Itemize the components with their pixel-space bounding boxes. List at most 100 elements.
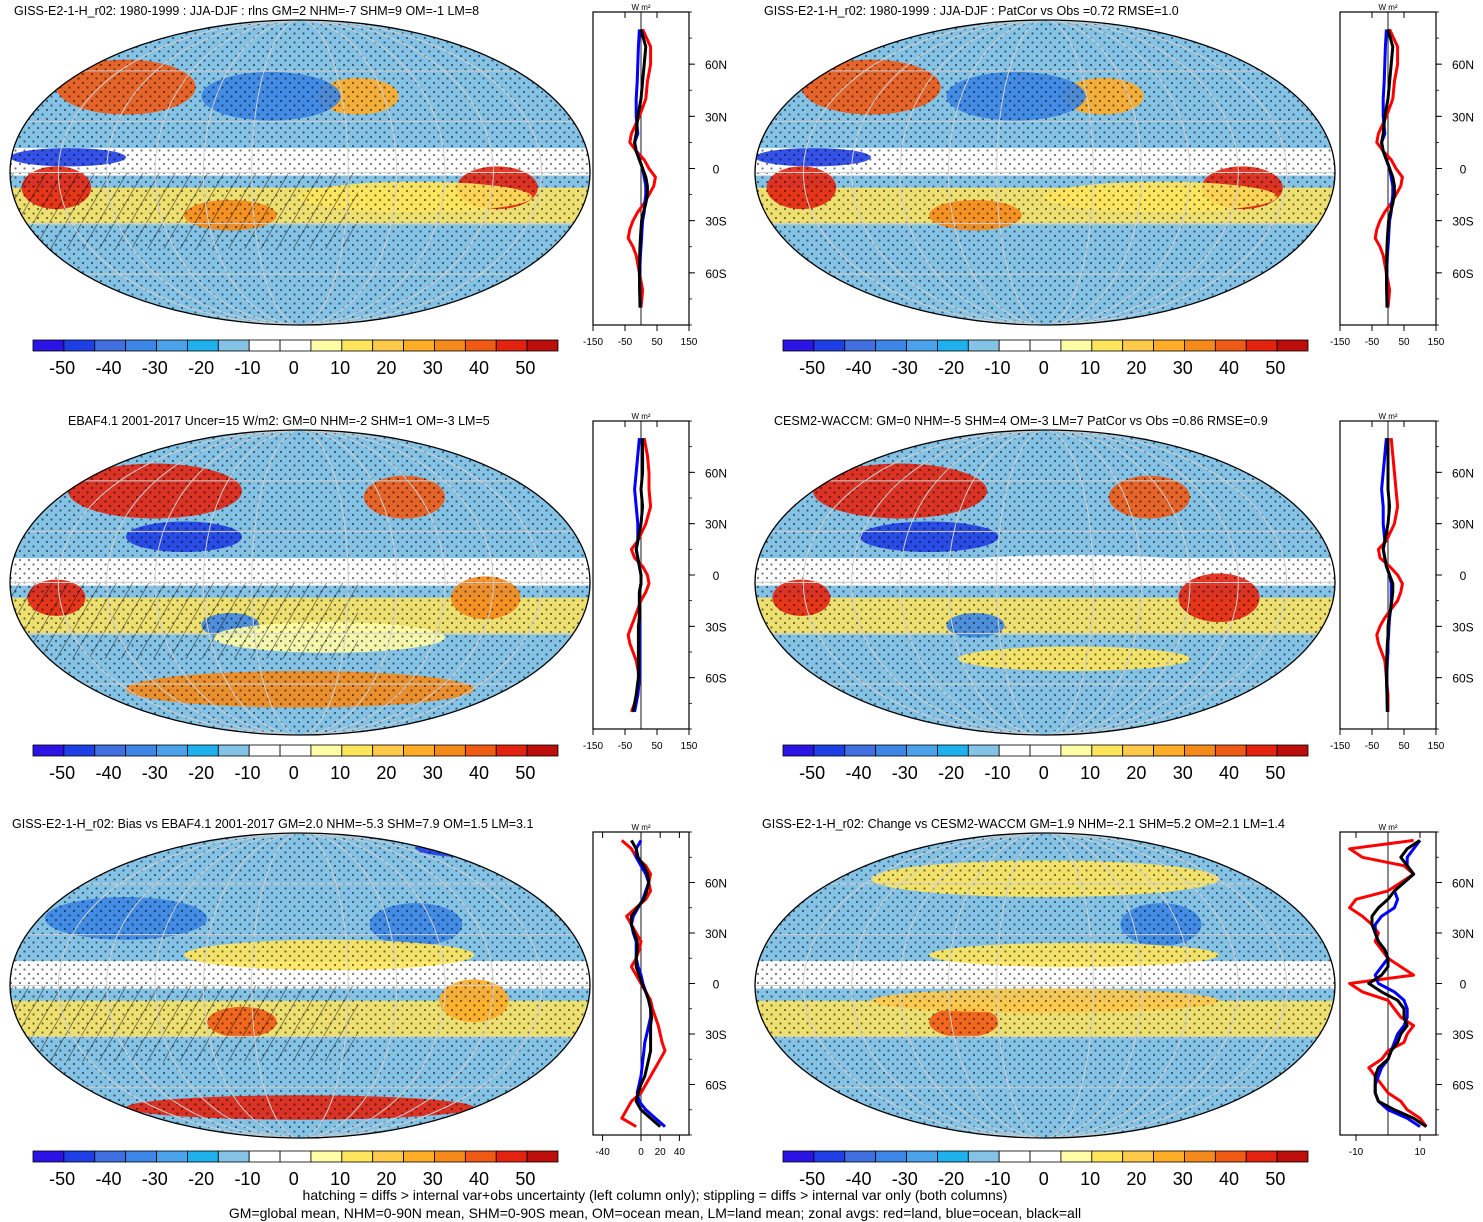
chart-panel-2: GISS-E2-1-H_r02: 1980-1999 : JJA-DJF : P… — [754, 3, 1474, 378]
zonal-x-tick-label: -50 — [1365, 337, 1380, 348]
colorbar-swatch — [875, 744, 907, 757]
colorbar-swatch — [1276, 339, 1309, 352]
map-hatching — [10, 172, 358, 249]
colorbar-swatch — [813, 1150, 846, 1163]
colorbar-swatch — [1029, 1150, 1062, 1163]
colorbar-swatch — [495, 339, 528, 352]
colorbar-swatch — [998, 339, 1031, 352]
colorbar-tick-label: -10 — [984, 763, 1010, 783]
colorbar-swatch — [464, 744, 497, 757]
zonal-y-tick-label: 60S — [705, 1079, 726, 1093]
map-meridian-line — [106, 833, 494, 1138]
colorbar-swatch — [1091, 744, 1124, 757]
colorbar: -50 -40 -30 -20 -10 0 10 20 30 40 50 — [782, 1150, 1309, 1189]
colorbar: -50 -40 -30 -20 -10 0 10 20 30 40 50 — [782, 744, 1309, 783]
colorbar-swatch — [1184, 339, 1216, 352]
colorbar-swatch — [310, 744, 343, 757]
colorbar-tick-label: 10 — [1080, 1169, 1100, 1189]
chart-panel-1: GISS-E2-1-H_r02: 1980-1999 : JJA-DJF : r… — [9, 3, 727, 378]
zonal-y-tick-label: 30N — [705, 927, 727, 941]
zonal-y-tick-label: 0 — [713, 978, 720, 992]
colorbar-swatch — [967, 339, 1000, 352]
zonal-mean-plot: W m² 60N 30N 0 30S 60S -150 -50 50 150 — [1330, 3, 1474, 348]
colorbar-swatch — [310, 339, 343, 352]
map-meridian-line — [996, 430, 1094, 735]
zonal-y-tick-label: 30N — [705, 110, 727, 124]
colorbar-tick-label: 10 — [1080, 358, 1100, 378]
chart-title: CESM2-WACCM: GM=0 NHM=-5 SHM=4 OM=-3 LM=… — [774, 414, 1268, 428]
zonal-unit-label: W m² — [631, 823, 650, 832]
zonal-y-tick-label: 0 — [1460, 569, 1467, 583]
colorbar-tick-label: 0 — [1039, 763, 1049, 783]
zonal-x-tick-label: 150 — [1428, 337, 1445, 348]
colorbar-tick-label: -10 — [234, 763, 260, 783]
colorbar-swatch — [1214, 744, 1247, 757]
colorbar-swatch — [94, 744, 127, 757]
zonal-y-tick-label: 30N — [1452, 518, 1474, 532]
colorbar-tick-label: 20 — [376, 1169, 396, 1189]
zonal-y-tick-label: 30S — [705, 620, 726, 634]
colorbar-swatch — [967, 744, 1000, 757]
zonal-y-tick-label: 60S — [705, 672, 726, 686]
colorbar-tick-label: -20 — [188, 358, 214, 378]
colorbar-swatch — [1184, 1150, 1216, 1163]
colorbar-tick-label: 0 — [289, 763, 299, 783]
colorbar-swatch — [844, 339, 877, 352]
colorbar-tick-label: -20 — [938, 358, 964, 378]
colorbar-swatch — [32, 1150, 65, 1163]
map-field — [755, 20, 1335, 325]
colorbar-swatch — [526, 744, 559, 757]
zonal-y-tick-label: 0 — [713, 569, 720, 583]
colorbar-swatch — [937, 1150, 969, 1163]
colorbar-tick-label: 40 — [469, 1169, 489, 1189]
chart-title: GISS-E2-1-H_r02: 1980-1999 : JJA-DJF : P… — [764, 4, 1179, 18]
colorbar-tick-label: 50 — [1265, 1169, 1285, 1189]
map-meridian-line — [251, 430, 349, 735]
colorbar: -50 -40 -30 -20 -10 0 10 20 30 40 50 — [32, 744, 559, 783]
colorbar-swatch — [1060, 339, 1093, 352]
map-outline — [9, 19, 591, 326]
colorbar-swatch — [906, 744, 938, 757]
zonal-mean-plot: W m² 60N 30N 0 30S 60S -150 -50 50 150 — [1330, 412, 1474, 752]
colorbar-tick-label: 10 — [1080, 763, 1100, 783]
zonal-x-tick-label: 20 — [655, 1147, 667, 1158]
colorbar-swatch — [1091, 1150, 1124, 1163]
colorbar-tick-label: -40 — [95, 1169, 121, 1189]
zonal-x-tick-label: -150 — [1330, 337, 1350, 348]
colorbar-swatch — [156, 744, 188, 757]
zonal-series-line — [1381, 438, 1395, 712]
colorbar-tick-label: 50 — [515, 358, 535, 378]
colorbar-swatch — [94, 339, 127, 352]
colorbar-tick-label: 0 — [1039, 358, 1049, 378]
colorbar: -50 -40 -30 -20 -10 0 10 20 30 40 50 — [32, 1150, 559, 1189]
zonal-y-tick-label: 60N — [705, 58, 727, 72]
map-outline — [754, 832, 1336, 1139]
colorbar-swatch — [248, 744, 281, 757]
colorbar-swatch — [1245, 1150, 1278, 1163]
colorbar-tick-label: 0 — [1039, 1169, 1049, 1189]
footnote-abbreviations-legend: GM=global mean, NHM=0-90N mean, SHM=0-90… — [228, 1205, 1082, 1221]
colorbar-swatch — [1276, 1150, 1309, 1163]
zonal-unit-label: W m² — [1378, 3, 1397, 12]
colorbar-tick-label: -30 — [892, 1169, 918, 1189]
colorbar-swatch — [403, 744, 435, 757]
colorbar: -50 -40 -30 -20 -10 0 10 20 30 40 50 — [32, 339, 559, 378]
map-meridian-line — [202, 430, 398, 735]
colorbar-tick-label: 30 — [423, 763, 443, 783]
colorbar-swatch — [782, 1150, 815, 1163]
colorbar-tick-label: -10 — [984, 358, 1010, 378]
colorbar-swatch — [937, 339, 969, 352]
zonal-x-tick-label: -50 — [618, 741, 633, 752]
map-field — [10, 20, 590, 325]
chart-title: GISS-E2-1-H_r02: Change vs CESM2-WACCM G… — [762, 817, 1285, 831]
colorbar-swatch — [1245, 744, 1278, 757]
colorbar-swatch — [495, 744, 528, 757]
colorbar-tick-label: 50 — [1265, 358, 1285, 378]
map-outline — [754, 19, 1336, 326]
colorbar-tick-label: 0 — [289, 358, 299, 378]
colorbar-tick-label: -10 — [234, 358, 260, 378]
zonal-series-line — [1375, 437, 1404, 712]
zonal-unit-label: W m² — [631, 3, 650, 12]
zonal-x-tick-label: 150 — [681, 741, 698, 752]
colorbar-tick-label: -30 — [142, 1169, 168, 1189]
